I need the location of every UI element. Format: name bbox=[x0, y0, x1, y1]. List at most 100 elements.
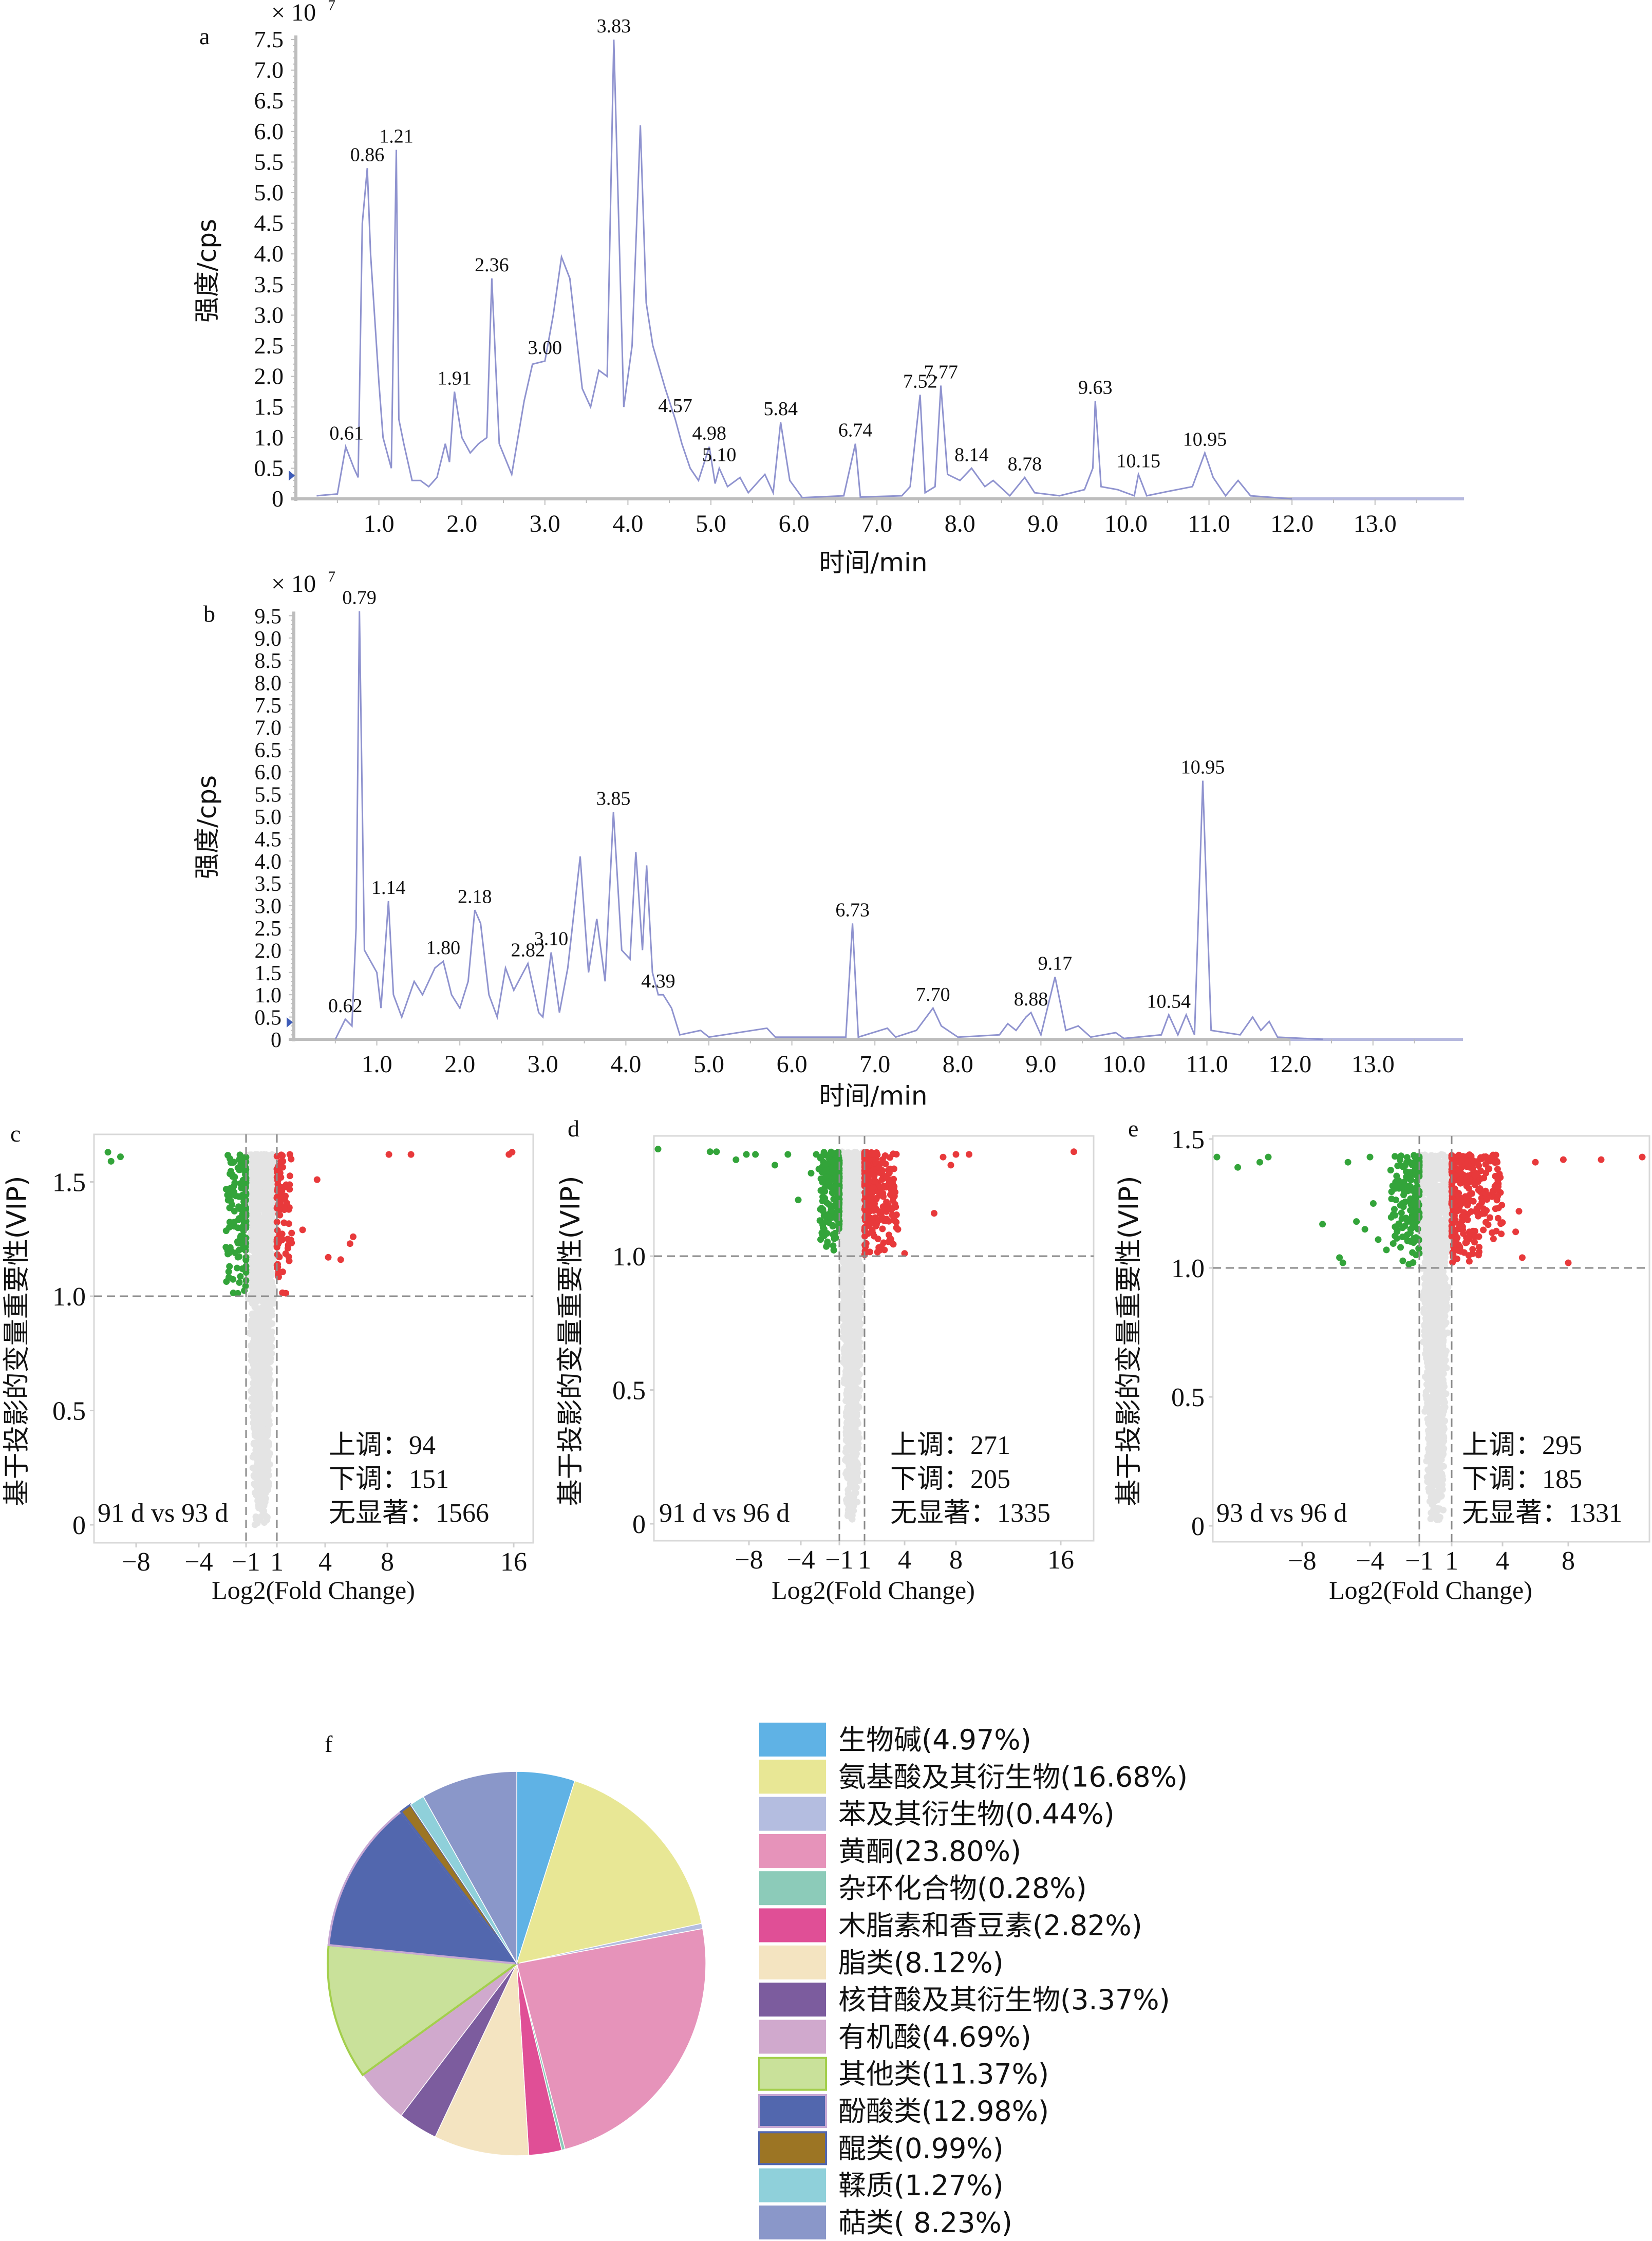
point-not-significant bbox=[254, 1363, 261, 1370]
point-not-significant bbox=[259, 1458, 267, 1465]
x-tick-label: −8 bbox=[735, 1545, 763, 1575]
point-not-significant bbox=[855, 1331, 862, 1338]
point-not-significant bbox=[849, 1292, 856, 1299]
point-not-significant bbox=[842, 1329, 849, 1336]
point-up-regulated bbox=[861, 1170, 868, 1177]
point-not-significant bbox=[255, 1285, 262, 1292]
point-up-regulated bbox=[966, 1151, 972, 1158]
point-not-significant bbox=[854, 1313, 861, 1320]
y-tick-label: 6.5 bbox=[254, 87, 284, 114]
point-not-significant bbox=[261, 1302, 268, 1310]
x-axis-title-e: Log2(Fold Change) bbox=[1329, 1576, 1532, 1604]
x-axis-title-d: Log2(Fold Change) bbox=[772, 1576, 975, 1604]
point-up-regulated bbox=[286, 1257, 293, 1264]
x-tick-label: 4 bbox=[898, 1545, 911, 1575]
y-tick-label: 5.5 bbox=[254, 148, 284, 175]
point-down-regulated bbox=[829, 1189, 836, 1196]
point-not-significant bbox=[258, 1357, 265, 1365]
x-tick-label: 9.0 bbox=[1027, 510, 1058, 537]
point-up-regulated bbox=[872, 1178, 879, 1185]
point-not-significant bbox=[847, 1382, 854, 1389]
point-up-regulated bbox=[876, 1164, 883, 1171]
point-down-regulated bbox=[226, 1263, 233, 1270]
stats-c: 上调：94 下调：151 无显著：1566 bbox=[329, 1430, 489, 1528]
x-tick-label: 16 bbox=[1047, 1545, 1074, 1575]
point-not-significant bbox=[254, 1480, 261, 1487]
point-up-regulated bbox=[337, 1256, 344, 1263]
plot-frame-c bbox=[93, 1133, 534, 1544]
x-tick-label: 6.0 bbox=[777, 1051, 808, 1078]
peak-label: 10.54 bbox=[1147, 991, 1191, 1012]
point-down-regulated bbox=[824, 1241, 831, 1248]
point-up-regulated bbox=[893, 1151, 900, 1158]
point-up-regulated bbox=[288, 1155, 295, 1163]
x-tick-label: 8 bbox=[949, 1545, 963, 1575]
point-down-regulated bbox=[836, 1221, 843, 1228]
point-not-significant bbox=[264, 1198, 271, 1205]
point-not-significant bbox=[265, 1414, 272, 1422]
point-up-regulated bbox=[299, 1226, 306, 1234]
point-not-significant bbox=[265, 1244, 272, 1252]
point-up-regulated bbox=[867, 1220, 874, 1227]
point-not-significant bbox=[268, 1215, 275, 1222]
point-down-regulated bbox=[107, 1157, 115, 1165]
y-tick-label: 3.0 bbox=[255, 895, 282, 919]
point-not-significant bbox=[843, 1387, 851, 1394]
point-down-regulated bbox=[706, 1148, 714, 1155]
x-tick-label: 13.0 bbox=[1351, 1051, 1395, 1078]
point-up-regulated bbox=[885, 1218, 892, 1225]
point-not-significant bbox=[850, 1187, 857, 1194]
y-tick-label: 1.0 bbox=[255, 984, 282, 1007]
y-tick-label: 3.5 bbox=[255, 872, 282, 896]
peak-label: 10.95 bbox=[1183, 429, 1227, 451]
baseline-marker-icon bbox=[289, 470, 295, 481]
point-down-regulated bbox=[823, 1230, 831, 1237]
point-not-significant bbox=[853, 1241, 860, 1248]
point-not-significant bbox=[846, 1164, 853, 1171]
point-down-regulated bbox=[815, 1165, 822, 1172]
point-up-regulated bbox=[350, 1233, 356, 1240]
point-not-significant bbox=[843, 1496, 850, 1503]
point-up-regulated bbox=[863, 1203, 871, 1210]
x-tick-label: 12.0 bbox=[1268, 1051, 1311, 1078]
point-not-significant bbox=[260, 1431, 268, 1438]
y-tick-label: 7.5 bbox=[254, 26, 284, 52]
point-not-significant bbox=[256, 1410, 263, 1417]
point-not-significant bbox=[254, 1403, 261, 1410]
point-up-regulated bbox=[864, 1209, 871, 1216]
point-down-regulated bbox=[825, 1201, 832, 1208]
point-up-regulated bbox=[872, 1158, 879, 1165]
point-up-regulated bbox=[279, 1157, 287, 1165]
stat-down-count: 205 bbox=[970, 1465, 1010, 1494]
point-not-significant bbox=[848, 1237, 855, 1244]
point-down-regulated bbox=[235, 1203, 242, 1210]
point-up-regulated bbox=[889, 1211, 896, 1219]
x-tick-label: 1 bbox=[858, 1545, 871, 1575]
point-down-regulated bbox=[829, 1222, 836, 1229]
point-not-significant bbox=[858, 1298, 866, 1305]
point-not-significant bbox=[267, 1154, 274, 1161]
point-not-significant bbox=[839, 1258, 846, 1265]
y-tick-label: 6.5 bbox=[255, 739, 282, 762]
point-not-significant bbox=[849, 1368, 856, 1375]
point-up-regulated bbox=[880, 1183, 887, 1190]
point-not-significant bbox=[854, 1499, 861, 1506]
x-tick-label: 11.0 bbox=[1186, 1051, 1228, 1078]
stat-up-name: 上调： bbox=[329, 1430, 409, 1461]
point-down-regulated bbox=[835, 1184, 842, 1191]
y-multiplier-b: × 10 7 bbox=[271, 568, 335, 597]
point-up-regulated bbox=[879, 1225, 886, 1232]
point-not-significant bbox=[248, 1179, 255, 1186]
panel-label-e: e bbox=[1128, 1115, 1138, 1142]
x-tick-label: 4.0 bbox=[610, 1051, 641, 1078]
y-tick-label: 9.0 bbox=[255, 627, 282, 651]
peak-labels-b: 0.620.791.141.802.182.823.103.854.396.73… bbox=[328, 587, 1225, 1017]
point-up-regulated bbox=[931, 1210, 937, 1217]
x-tick-label: 1.0 bbox=[364, 510, 395, 537]
y-multiplier-a: × 10 7 bbox=[271, 0, 335, 26]
point-down-regulated bbox=[231, 1207, 238, 1215]
y-tick-label: 2.0 bbox=[255, 939, 282, 963]
point-not-significant bbox=[252, 1396, 259, 1403]
point-not-significant bbox=[853, 1386, 860, 1393]
x-tick-label: 6.0 bbox=[779, 510, 810, 537]
